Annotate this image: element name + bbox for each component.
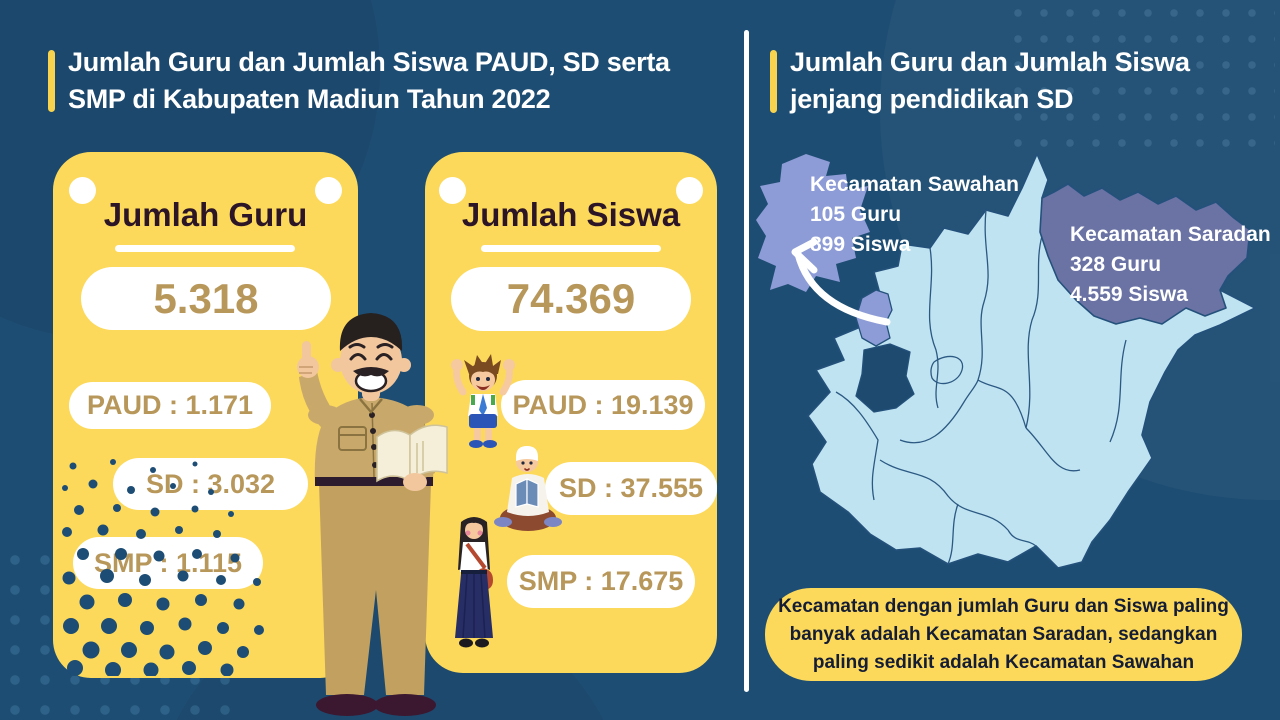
saradan-name: Kecamatan Saradan xyxy=(1070,223,1271,246)
right-title-accent-bar xyxy=(770,50,777,113)
madiun-district-map: Kecamatan Sawahan 105 Guru 899 Siswa Kec… xyxy=(750,140,1271,600)
student-cheering-boy-illustration xyxy=(451,354,515,448)
sawahan-guru: 105 Guru xyxy=(810,203,902,226)
card-corner-dot xyxy=(676,177,703,204)
right-panel-title-line2: jenjang pendidikan SD xyxy=(790,84,1074,114)
panel-divider xyxy=(744,30,749,692)
map-region-saradan xyxy=(1039,183,1251,325)
right-panel-title-line1: Jumlah Guru dan Jumlah Siswa xyxy=(790,47,1190,77)
student-girl-illustration xyxy=(455,517,493,648)
siswa-card-underline xyxy=(481,245,661,252)
map-region-enclave xyxy=(855,343,915,413)
siswa-smp-pill: SMP : 17.675 xyxy=(507,555,695,608)
saradan-siswa: 4.559 Siswa xyxy=(1070,283,1188,306)
map-graphic xyxy=(756,153,1256,569)
left-panel-title-line2: SMP di Kabupaten Madiun Tahun 2022 xyxy=(68,84,551,114)
left-panel-title: Jumlah Guru dan Jumlah Siswa PAUD, SD se… xyxy=(68,44,670,118)
card-corner-dot xyxy=(69,177,96,204)
map-sawahan-enlarged-shape xyxy=(756,154,870,292)
guru-total-pill: 5.318 xyxy=(81,267,331,330)
polka-dots-decoration xyxy=(62,459,264,676)
sawahan-name: Kecamatan Sawahan xyxy=(810,173,1019,196)
conclusion-note-line1: Kecamatan dengan jumlah Guru dan Siswa p… xyxy=(778,595,1229,617)
conclusion-note-line2: banyak adalah Kecamatan Saradan, sedangk… xyxy=(789,623,1218,645)
siswa-card-title: Jumlah Siswa xyxy=(461,196,681,233)
guru-paud-pill: PAUD : 1.171 xyxy=(69,382,271,429)
guru-card-underline xyxy=(115,245,295,252)
siswa-total-pill: 74.369 xyxy=(451,267,691,331)
right-panel-title: Jumlah Guru dan Jumlah Siswa jenjang pen… xyxy=(790,44,1190,118)
siswa-sd-pill: SD : 37.555 xyxy=(545,462,717,515)
student-reading-boy-illustration xyxy=(494,446,562,531)
guru-card: Jumlah Guru 5.318 PAUD : 1.171 SD : 3.03… xyxy=(53,152,358,678)
callout-arrow-icon xyxy=(791,238,891,326)
left-title-accent-bar xyxy=(48,50,55,112)
conclusion-note-line3: paling sedikit adalah Kecamatan Sawahan xyxy=(812,651,1195,673)
guru-card-title: Jumlah Guru xyxy=(103,196,308,233)
saradan-guru: 328 Guru xyxy=(1070,253,1162,276)
card-corner-dot xyxy=(315,177,342,204)
saradan-map-label: Kecamatan Saradan 328 Guru 4.559 Siswa xyxy=(1070,220,1271,310)
card-corner-dot xyxy=(439,177,466,204)
sawahan-siswa: 899 Siswa xyxy=(810,233,911,256)
sawahan-map-label: Kecamatan Sawahan 105 Guru 899 Siswa xyxy=(810,170,1019,260)
conclusion-note: Kecamatan dengan jumlah Guru dan Siswa p… xyxy=(765,588,1242,681)
teacher-illustration xyxy=(297,313,448,716)
siswa-paud-pill: PAUD : 19.139 xyxy=(501,380,705,430)
left-panel-title-line1: Jumlah Guru dan Jumlah Siswa PAUD, SD se… xyxy=(68,47,670,77)
